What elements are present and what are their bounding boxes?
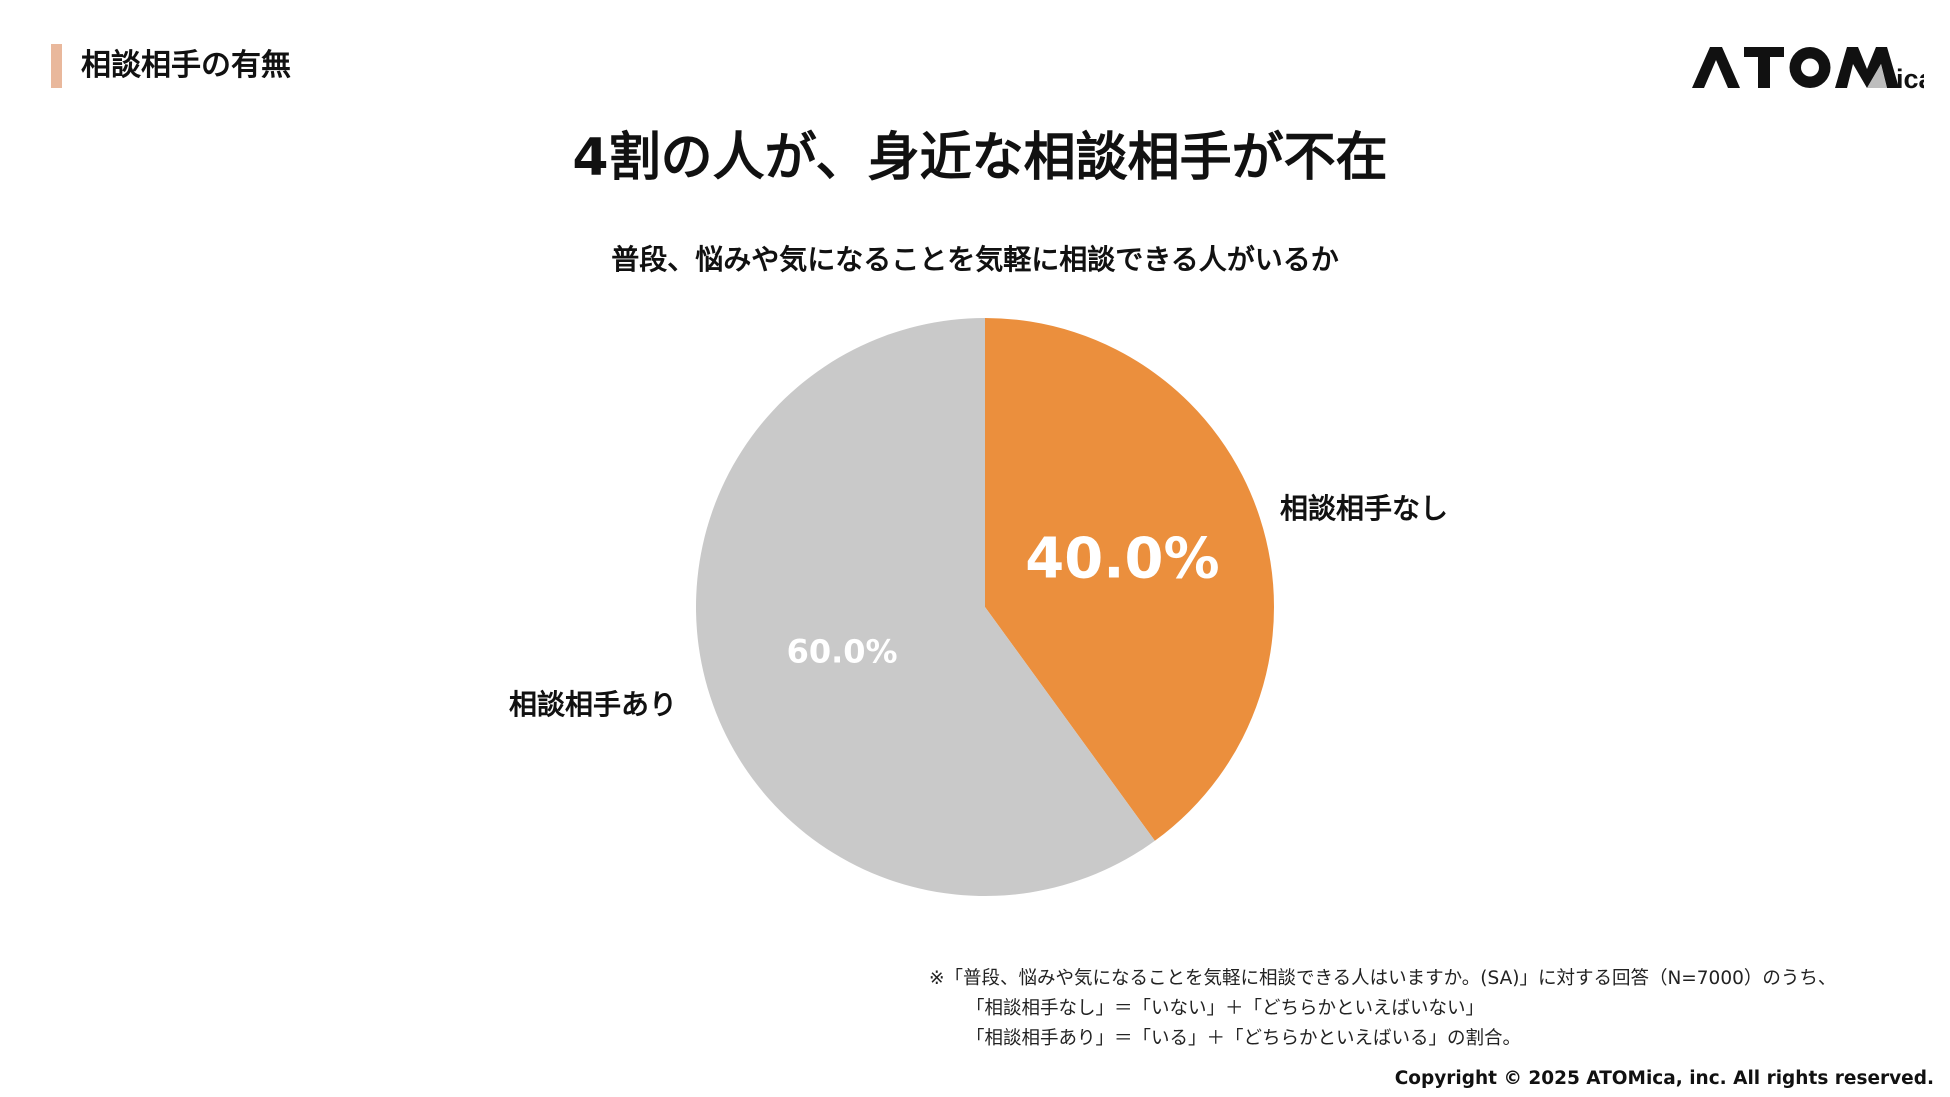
pie-slice [985, 318, 1275, 841]
section-accent-bar [51, 44, 62, 88]
pie-slice [696, 318, 1155, 897]
slide-title: 4割の人が、身近な相談相手が不在 [572, 128, 1388, 188]
slice-value-label: 40.0% [1025, 526, 1219, 591]
section-title: 相談相手の有無 [81, 48, 291, 83]
chart-title: 普段、悩みや気になることを気軽に相談できる人がいるか [611, 243, 1339, 276]
slice-value-label: 60.0% [787, 632, 898, 670]
slice-category-label: 相談相手あり [509, 688, 677, 721]
copyright: Copyright © 2025 ATOMica, inc. All right… [1394, 1068, 1934, 1089]
footnote-line: 「相談相手あり」＝「いる」＋「どちらかといえばいる」の割合。 [966, 1028, 1522, 1049]
footnote-line: 「相談相手なし」＝「いない」＋「どちらかといえばいない」 [966, 998, 1485, 1019]
atomica-logo: ica [1692, 44, 1924, 90]
footnote: ※「普段、悩みや気になることを気軽に相談できる人はいますか。(SA)」に対する回… [929, 964, 1836, 1054]
atomica-logo-mark: ica [1692, 47, 1924, 90]
slice-category-label: 相談相手なし [1280, 492, 1448, 525]
svg-text:ica: ica [1896, 64, 1924, 90]
footnote-line: ※「普段、悩みや気になることを気軽に相談できる人はいますか。(SA)」に対する回… [929, 968, 1837, 989]
